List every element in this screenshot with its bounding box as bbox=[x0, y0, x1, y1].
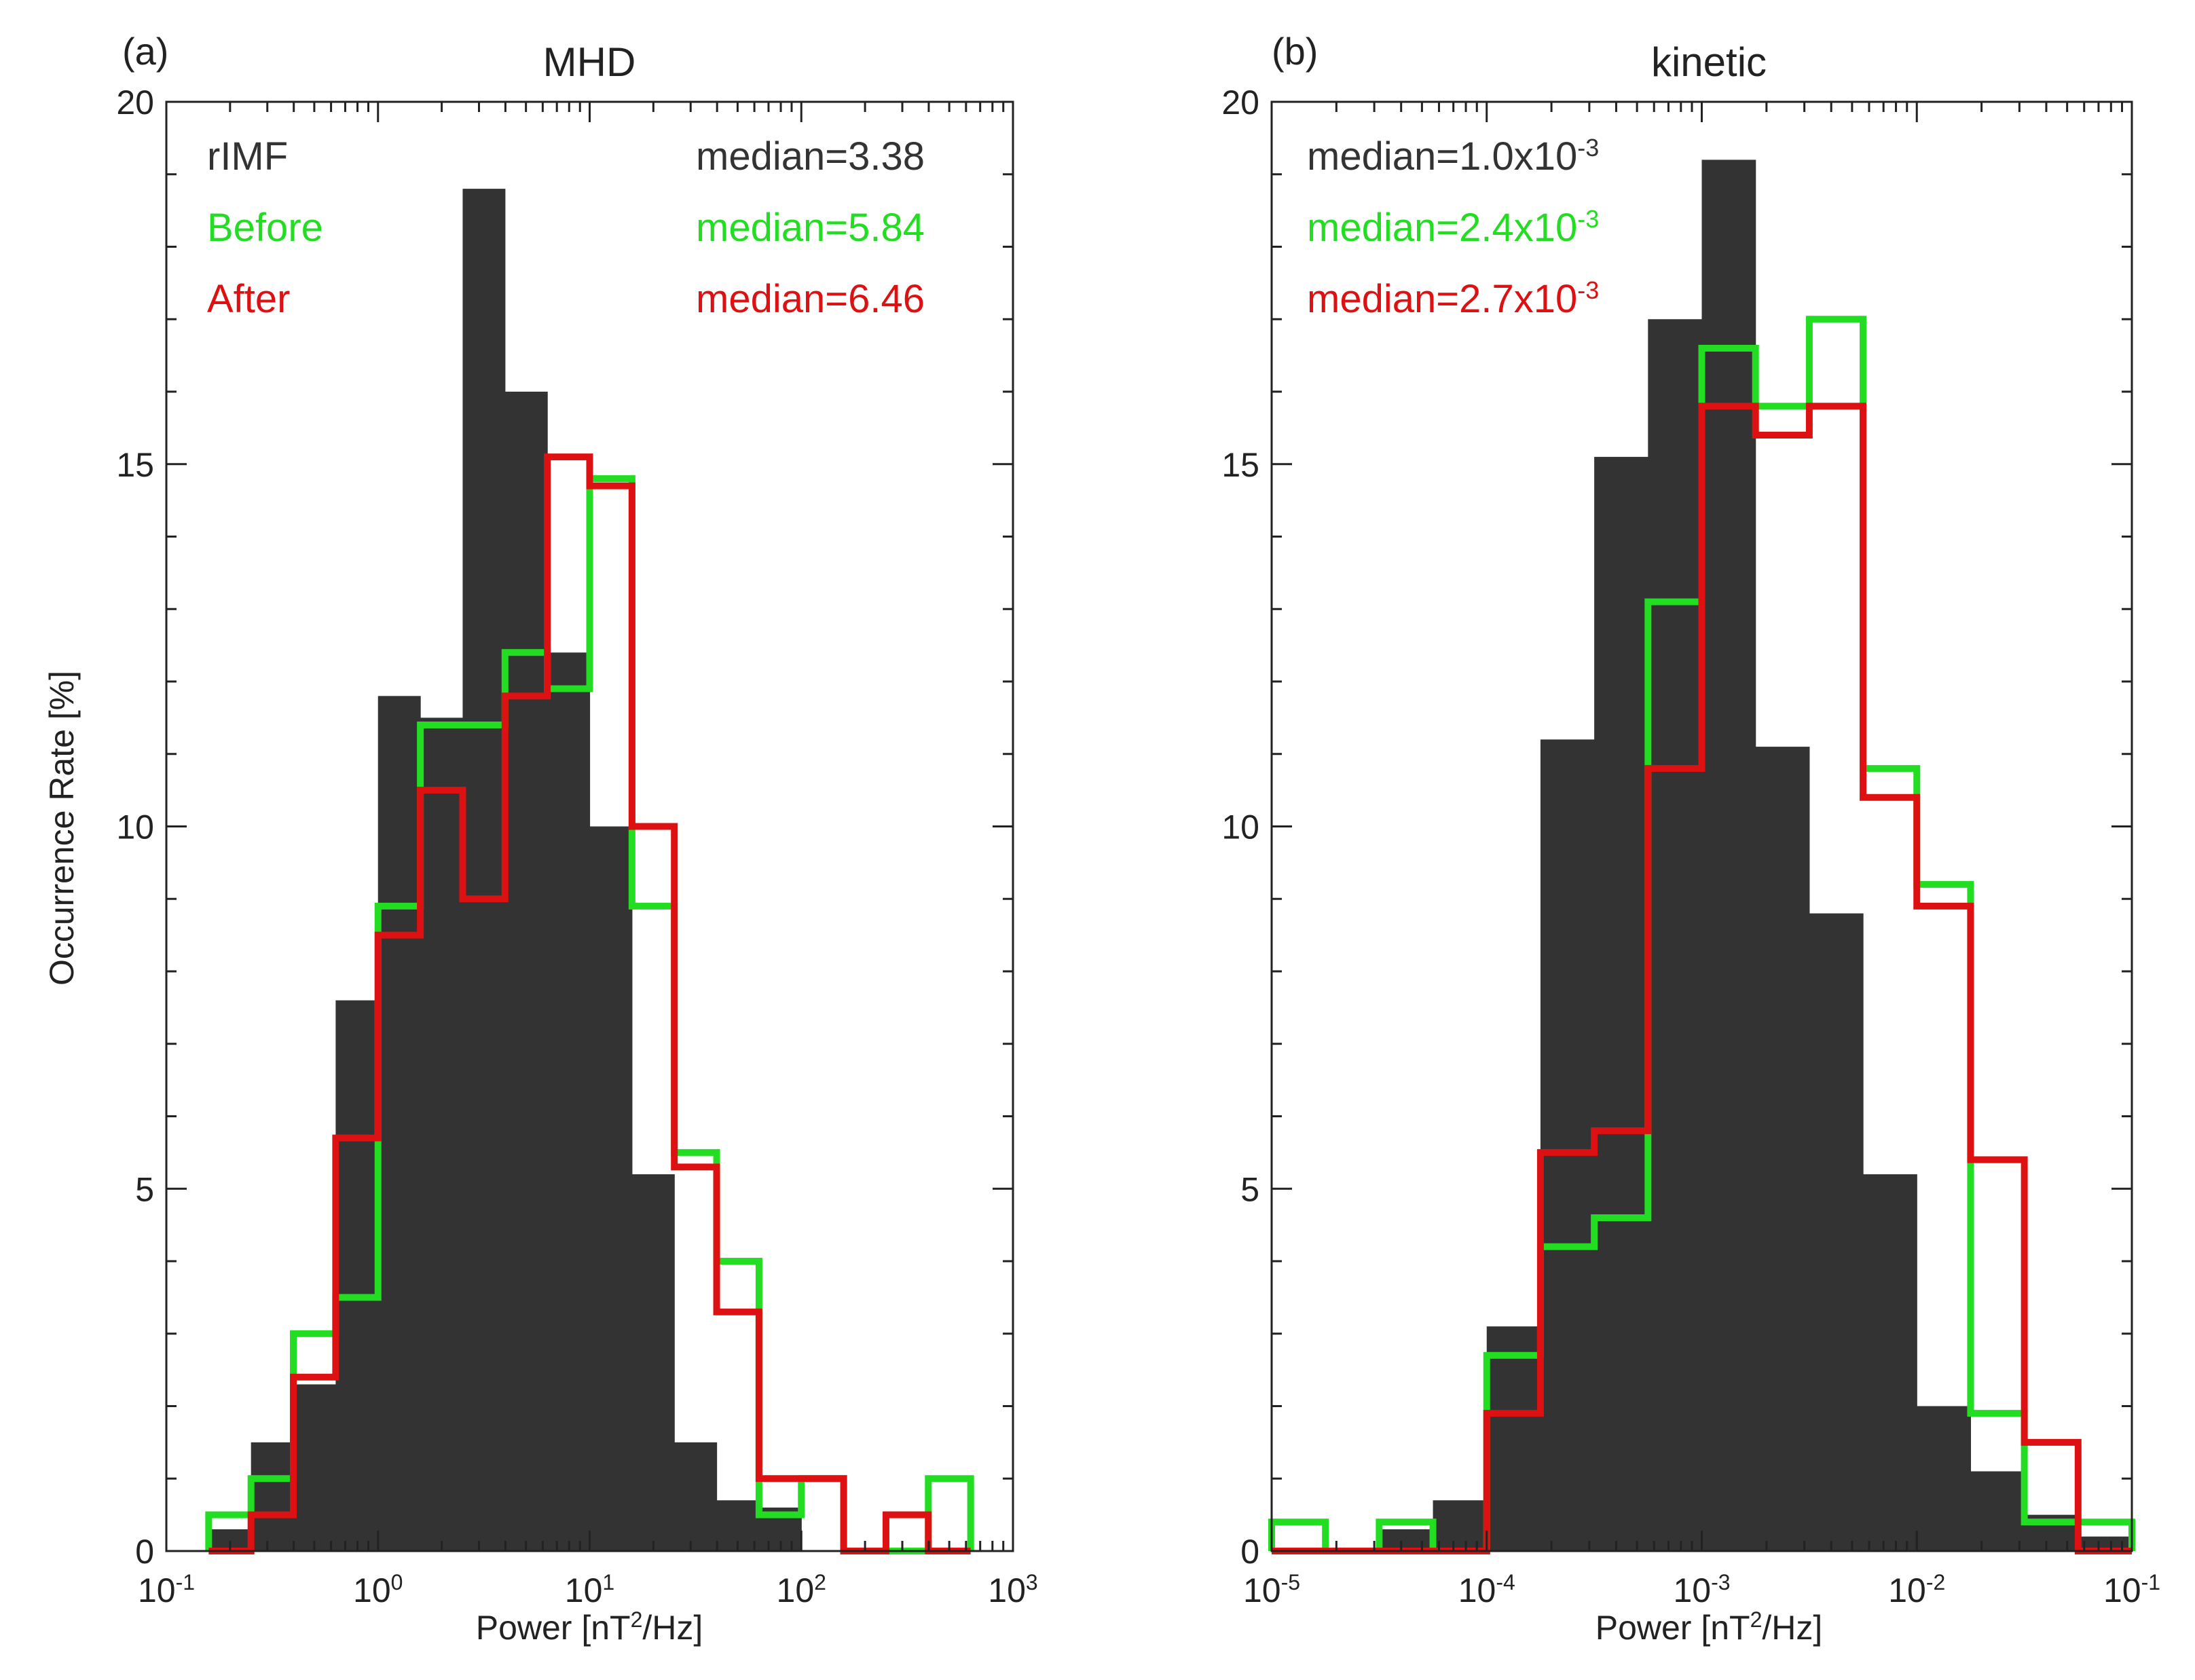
bar-rimf bbox=[1648, 319, 1703, 1551]
y-tick-label: 20 bbox=[1221, 83, 1259, 122]
series-layer bbox=[1268, 160, 2135, 1554]
bar-rimf bbox=[462, 189, 506, 1552]
bar-rimf bbox=[1755, 747, 1810, 1551]
panel-mhd: (a) MHD 0 5 10 15 20 10-1 100 101 102 103 rIMF med… bbox=[116, 30, 1037, 1647]
panel-kinetic: (b) kinetic 0 5 10 15 20 10-5 10-4 10-3 10-2 10-1… bbox=[1221, 30, 2160, 1647]
legend-median: median=1.0x10-3 bbox=[1307, 134, 1599, 179]
x-tick-label: 102 bbox=[777, 1570, 826, 1609]
bar-rimf bbox=[1433, 1500, 1488, 1551]
bar-rimf bbox=[251, 1442, 294, 1551]
bar-rimf bbox=[1486, 1326, 1541, 1551]
series-layer bbox=[205, 189, 974, 1554]
y-axis-label: Occurrence Rate [%] bbox=[43, 671, 81, 986]
bar-rimf bbox=[2078, 1536, 2133, 1551]
y-tick-label: 15 bbox=[1221, 446, 1259, 484]
y-tick-label: 5 bbox=[135, 1170, 154, 1208]
x-axis-label: Power [nT2/Hz] bbox=[1595, 1607, 1823, 1647]
y-tick-label: 10 bbox=[1221, 808, 1259, 846]
bar-rimf bbox=[1863, 1174, 1917, 1551]
bar-rimf bbox=[504, 392, 548, 1551]
bar-rimf bbox=[1970, 1471, 2025, 1551]
bar-rimf bbox=[1594, 457, 1648, 1552]
y-tick-label: 5 bbox=[1240, 1170, 1259, 1208]
legend-label: After bbox=[207, 277, 291, 321]
y-tick-label: 10 bbox=[116, 808, 154, 846]
chart-title: kinetic bbox=[1651, 39, 1767, 85]
bar-rimf bbox=[1701, 160, 1756, 1552]
bar-rimf bbox=[377, 696, 421, 1551]
bar-rimf bbox=[335, 1000, 379, 1551]
y-tick-label: 0 bbox=[135, 1533, 154, 1571]
bar-rimf bbox=[420, 717, 464, 1551]
legend-median: median=2.4x10-3 bbox=[1307, 205, 1599, 250]
axis-ticks: 0 5 10 15 20 10-5 10-4 10-3 10-2 10-1 bbox=[1221, 83, 2160, 1609]
bar-rimf bbox=[1809, 913, 1864, 1551]
legend-label: rIMF bbox=[207, 134, 288, 179]
y-tick-label: 15 bbox=[116, 446, 154, 484]
panel-label: (a) bbox=[122, 30, 168, 73]
bar-rimf bbox=[589, 826, 633, 1551]
step-line-after bbox=[208, 453, 971, 1554]
x-axis-label: Power [nT2/Hz] bbox=[476, 1607, 703, 1647]
axis-ticks: 0 5 10 15 20 10-1 100 101 102 103 bbox=[116, 83, 1037, 1609]
bar-rimf bbox=[631, 1174, 675, 1551]
y-tick-label: 0 bbox=[1240, 1533, 1259, 1571]
chart-title: MHD bbox=[543, 39, 636, 85]
bar-rimf bbox=[674, 1442, 718, 1551]
legend: rIMF median=3.38 Before median=5.84 After med… bbox=[207, 134, 925, 321]
legend-label: Before bbox=[207, 206, 323, 250]
bar-rimf bbox=[1379, 1529, 1434, 1551]
x-tick-label: 103 bbox=[988, 1570, 1037, 1609]
x-tick-label: 10-2 bbox=[1888, 1570, 1945, 1609]
bar-rimf bbox=[1540, 739, 1595, 1551]
x-tick-label: 10-4 bbox=[1458, 1570, 1515, 1609]
x-tick-label: 101 bbox=[565, 1570, 614, 1609]
bar-rimf bbox=[293, 1384, 336, 1551]
x-tick-label: 10-3 bbox=[1673, 1570, 1730, 1609]
bar-rimf bbox=[1917, 1406, 1972, 1551]
legend: median=1.0x10-3 median=2.4x10-3 median=2.7… bbox=[1307, 134, 1599, 322]
legend-median: median=2.7x10-3 bbox=[1307, 276, 1599, 322]
bar-rimf bbox=[547, 652, 591, 1551]
legend-median: median=3.38 bbox=[696, 134, 925, 179]
panel-label: (b) bbox=[1272, 30, 1318, 73]
y-tick-label: 20 bbox=[116, 83, 154, 122]
legend-median: median=5.84 bbox=[696, 206, 925, 250]
x-tick-label: 10-1 bbox=[138, 1570, 195, 1609]
x-tick-label: 100 bbox=[353, 1570, 403, 1609]
x-tick-label: 10-1 bbox=[2103, 1570, 2160, 1609]
x-tick-label: 10-5 bbox=[1243, 1570, 1300, 1609]
legend-median: median=6.46 bbox=[696, 277, 925, 321]
step-line-after bbox=[1272, 403, 2132, 1554]
